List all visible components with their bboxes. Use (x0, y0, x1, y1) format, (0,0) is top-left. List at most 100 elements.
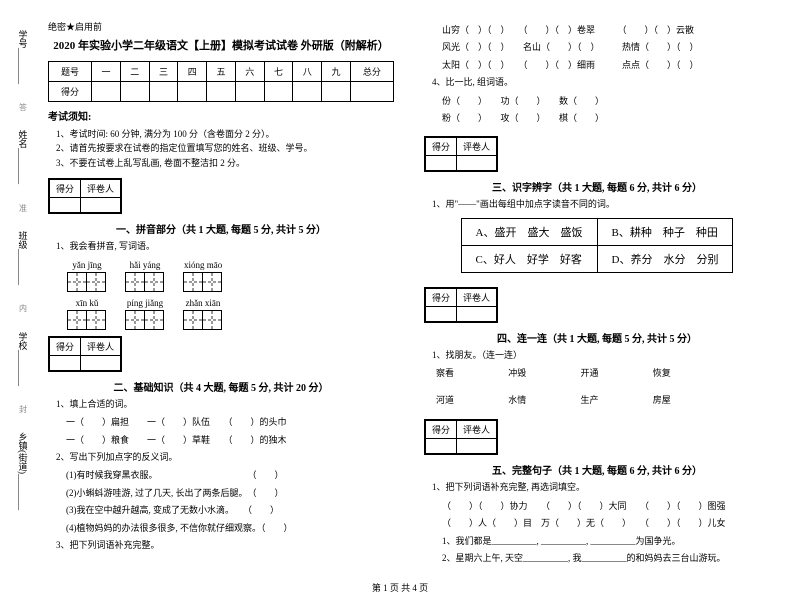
score-header-cell: 一 (92, 62, 121, 82)
sidebar-field: 学校________ (17, 332, 30, 386)
sidebar-mark: 答 (18, 103, 29, 111)
question-text: 1、用"——"画出每组中加点字读音不同的词。 (432, 198, 770, 212)
score-cell (92, 82, 121, 102)
score-header-cell: 三 (149, 62, 178, 82)
grader-box: 得分评卷人 (424, 136, 498, 172)
question-text: 3、把下列词语补充完整。 (56, 539, 394, 553)
pinyin-label: hǎi yáng (126, 260, 164, 270)
pinyin-block: yǎn jīng (68, 260, 106, 292)
notice-item: 3、不要在试卷上乱写乱画, 卷面不整洁扣 2 分。 (56, 156, 394, 170)
score-header-cell: 四 (178, 62, 207, 82)
section-2-title: 二、基础知识（共 4 大题, 每题 5 分, 共计 20 分） (48, 379, 394, 394)
fill-line: 一（ ）粮食 一（ ）草鞋 （ ）的独木 (66, 433, 394, 447)
right-column: 山穷（ ）（ ） （ ）（ ）卷翠 （ ）（ ）云散 风光（ ）（ ） 名山（ … (424, 20, 770, 569)
tianzige-grid (184, 310, 222, 330)
fill-line: 山穷（ ）（ ） （ ）（ ）卷翠 （ ）（ ）云散 (442, 23, 770, 37)
pinyin-block: hǎi yáng (126, 260, 164, 292)
secrecy-label: 绝密★启用前 (48, 20, 394, 33)
question-text: 2、写出下列加点字的反义词。 (56, 451, 394, 465)
tianzige-grid (68, 310, 106, 330)
question-text: 1、填上合适的词。 (56, 398, 394, 412)
grader-box: 得分评卷人 (424, 419, 498, 455)
pinyin-label: xióng māo (184, 260, 222, 270)
tianzige-grid (126, 272, 164, 292)
fill-line: 份（ ） 功（ ） 数（ ） (442, 94, 770, 108)
sidebar-mark: 准 (18, 204, 29, 212)
match-row: 察看 冲毁 开通 恢复 (436, 366, 770, 379)
section-5-title: 五、完整句子（共 1 大题, 每题 6 分, 共计 6 分） (424, 462, 770, 477)
pinyin-grids: yǎn jīng hǎi yáng xióng māo xīn kǔ píng jiǎn… (48, 260, 394, 330)
score-header-cell: 八 (293, 62, 322, 82)
char-cell: C、好人 好学 好客 (461, 245, 597, 272)
score-header-cell: 二 (120, 62, 149, 82)
pinyin-label: píng jiǎng (126, 298, 164, 308)
notice-heading: 考试须知: (48, 108, 394, 123)
sidebar-field: 乡镇(街道)________ (17, 432, 30, 510)
score-summary-table: 题号一二三四五六七八九总分 得分 (48, 61, 394, 102)
score-cell: 得分 (49, 82, 92, 102)
sentence-line: 1、我们都是__________, __________, __________… (442, 534, 770, 548)
sidebar-mark: 封 (18, 405, 29, 413)
pinyin-label: yǎn jīng (68, 260, 106, 270)
score-header-cell: 总分 (350, 62, 393, 82)
grader-box: 得分评卷人 (48, 336, 122, 372)
question-text: 1、找朋友。（连一连） (432, 349, 770, 363)
score-cell (149, 82, 178, 102)
pinyin-block: zhǎn xiān (184, 298, 222, 330)
score-header-cell: 题号 (49, 62, 92, 82)
fill-line: 太阳（ ）（ ） （ ）（ ）细雨 点点（ ）（ ） (442, 58, 770, 72)
fill-line: (3)我在空中越升越高, 变成了无数小水滴。 （ ） (66, 503, 394, 517)
pinyin-block: xīn kǔ (68, 298, 106, 330)
score-header-cell: 九 (322, 62, 351, 82)
notice-item: 2、请首先按要求在试卷的指定位置填写您的姓名、班级、学号。 (56, 141, 394, 155)
section-4-title: 四、连一连（共 1 大题, 每题 5 分, 共计 5 分） (424, 330, 770, 345)
score-header-cell: 七 (264, 62, 293, 82)
section-1-title: 一、拼音部分（共 1 大题, 每题 5 分, 共计 5 分） (48, 221, 394, 236)
char-cell: B、耕种 种子 种田 (597, 218, 733, 245)
char-cell: A、盛开 盛大 盛饭 (461, 218, 597, 245)
question-text: 1、把下列词语补充完整, 再选词填空。 (432, 481, 770, 495)
score-cell (350, 82, 393, 102)
score-header-cell: 六 (235, 62, 264, 82)
fill-line: (2)小蝌蚪游哇游, 过了几天, 长出了两条后腿。 （ ） (66, 486, 394, 500)
pinyin-block: xióng māo (184, 260, 222, 292)
section-3-title: 三、识字辨字（共 1 大题, 每题 6 分, 共计 6 分） (424, 179, 770, 194)
pinyin-label: xīn kǔ (68, 298, 106, 308)
pinyin-label: zhǎn xiān (184, 298, 222, 308)
tianzige-grid (184, 272, 222, 292)
fill-line: (4)植物妈妈的办法很多很多, 不信你就仔细观察。（ ） (66, 521, 394, 535)
score-cell (178, 82, 207, 102)
sidebar-field: 班级________ (17, 231, 30, 285)
pinyin-block: píng jiǎng (126, 298, 164, 330)
score-cell (207, 82, 236, 102)
fill-line: （ ）（ ）协力 （ ）（ ）大同 （ ）（ ）图强 (442, 499, 770, 513)
match-row: 河道 水情 生产 房屋 (436, 393, 770, 406)
score-header-cell: 五 (207, 62, 236, 82)
notice-item: 1、考试时间: 60 分钟, 满分为 100 分（含卷面分 2 分）。 (56, 127, 394, 141)
score-cell (293, 82, 322, 102)
exam-title: 2020 年实验小学二年级语文【上册】模拟考试试卷 外研版（附解析） (48, 37, 394, 53)
left-column: 绝密★启用前 2020 年实验小学二年级语文【上册】模拟考试试卷 外研版（附解析… (48, 20, 394, 569)
tianzige-grid (68, 272, 106, 292)
score-cell (120, 82, 149, 102)
score-label: 得分 (50, 180, 81, 198)
binding-sidebar: 学号________ 答 姓名________ 准 班级________ 内 学… (8, 20, 38, 520)
notice-list: 1、考试时间: 60 分钟, 满分为 100 分（含卷面分 2 分）。 2、请首… (56, 127, 394, 170)
grader-label: 评卷人 (81, 180, 121, 198)
sidebar-field: 姓名________ (17, 130, 30, 184)
grader-box: 得分评卷人 (48, 178, 122, 214)
question-text: 4、比一比, 组词语。 (432, 76, 770, 90)
fill-line: 风光（ ）（ ） 名山（ ）（ ） 热情（ ）（ ） (442, 40, 770, 54)
sentence-line: 2、星期六上午, 天空__________, 我__________的和妈妈去三… (442, 551, 770, 565)
score-cell (235, 82, 264, 102)
page-footer: 第 1 页 共 4 页 (30, 581, 770, 594)
fill-line: 一（ ）扁担 一（ ）队伍 （ ）的头巾 (66, 415, 394, 429)
grader-box: 得分评卷人 (424, 287, 498, 323)
char-discrimination-table: A、盛开 盛大 盛饭B、耕种 种子 种田 C、好人 好学 好客D、养分 水分 分… (461, 218, 734, 273)
fill-line: 粉（ ） 攻（ ） 棋（ ） (442, 111, 770, 125)
score-cell (264, 82, 293, 102)
question-text: 1、我会看拼音, 写词语。 (56, 240, 394, 254)
tianzige-grid (126, 310, 164, 330)
char-cell: D、养分 水分 分别 (597, 245, 733, 272)
score-cell (322, 82, 351, 102)
